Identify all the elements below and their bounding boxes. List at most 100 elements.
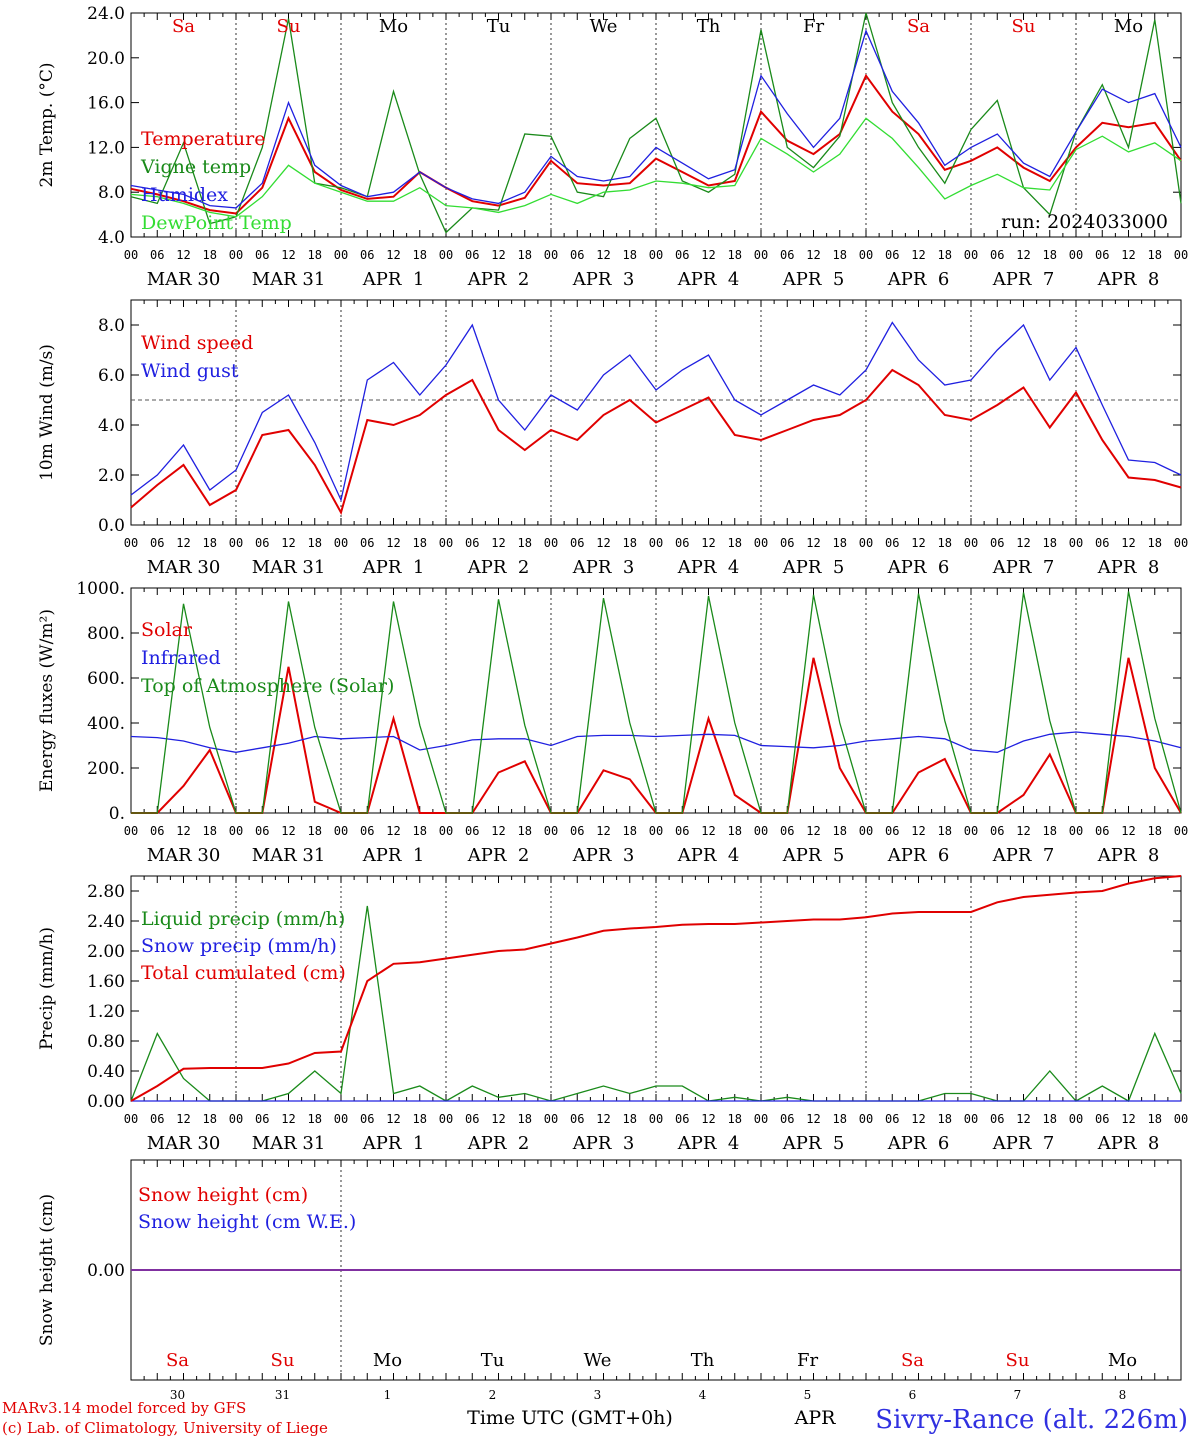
legend-entry: Humidex [141, 184, 228, 206]
weekday-label: Tu [481, 1350, 505, 1371]
date-label: APR 2 [467, 1133, 530, 1154]
hour-tick-label: 18 [308, 248, 322, 262]
hour-tick-label: 18 [413, 248, 427, 262]
weekday-label: Su [277, 16, 301, 37]
hour-tick-label: 00 [124, 248, 138, 262]
hour-tick-label: 12 [1016, 1112, 1030, 1126]
hour-tick-label: 18 [938, 536, 952, 550]
y-tick-label: 1.20 [87, 1002, 125, 1022]
series-line [130, 117, 1182, 218]
hour-tick-label: 06 [675, 248, 689, 262]
hour-tick-label: 00 [1174, 1112, 1188, 1126]
hour-tick-label: 18 [623, 1112, 637, 1126]
hour-tick-label: 12 [1016, 824, 1030, 838]
hour-tick-label: 18 [1043, 536, 1057, 550]
hour-tick-label: 06 [885, 248, 899, 262]
hour-tick-label: 12 [1121, 824, 1135, 838]
series-line [130, 73, 1182, 215]
y-axis-label: Energy fluxes (W/m²) [37, 609, 57, 792]
series-line [130, 368, 1182, 516]
hour-tick-label: 12 [386, 824, 400, 838]
hour-tick-label: 00 [754, 824, 768, 838]
hour-tick-label: 18 [1148, 1112, 1162, 1126]
hour-tick-label: 00 [859, 824, 873, 838]
hour-tick-label: 00 [334, 248, 348, 262]
weekday-label: Fr [803, 16, 824, 37]
hour-tick-label: 12 [701, 536, 715, 550]
hour-tick-label: 18 [1148, 248, 1162, 262]
legend-entry: Solar [141, 619, 193, 641]
hour-tick-label: 00 [124, 1112, 138, 1126]
hour-tick-label: 18 [1148, 824, 1162, 838]
hour-tick-label: 12 [491, 248, 505, 262]
hour-tick-label: 06 [1095, 824, 1109, 838]
legend-entry: Snow height (cm W.E.) [138, 1211, 356, 1233]
hour-tick-label: 06 [780, 248, 794, 262]
hour-tick-label: 00 [334, 536, 348, 550]
date-label: APR 5 [782, 557, 845, 578]
hour-tick-label: 12 [911, 248, 925, 262]
legend-entry: Liquid precip (mm/h) [141, 908, 345, 930]
weekday-label: Fr [797, 1350, 818, 1371]
hour-tick-label: 00 [649, 1112, 663, 1126]
y-tick-label: 1.60 [87, 972, 125, 992]
panel-5: 0.00 Snow height (cm) Snow height (cm) Snow… [37, 1159, 1182, 1381]
legend-entry: Vigne temp [140, 156, 251, 178]
y-tick-label: 8.0 [98, 183, 125, 203]
legend-entry: Snow height (cm) [138, 1184, 308, 1206]
hour-tick-label: 12 [176, 536, 190, 550]
hour-tick-label: 06 [150, 1112, 164, 1126]
hour-tick-label: 18 [623, 536, 637, 550]
y-tick-label: 6.0 [98, 366, 125, 386]
y-tick-label: 800. [87, 624, 125, 644]
hour-tick-label: 12 [1121, 536, 1135, 550]
y-tick-label: 8.0 [98, 316, 125, 336]
hour-tick-label: 00 [229, 824, 243, 838]
series-line [130, 321, 1182, 503]
y-tick-label: 400. [87, 714, 125, 734]
y-tick-label: 600. [87, 669, 125, 689]
hour-tick-label: 18 [203, 1112, 217, 1126]
hour-tick-label: 12 [596, 1112, 610, 1126]
hour-tick-label: 12 [1016, 248, 1030, 262]
hour-tick-label: 12 [386, 1112, 400, 1126]
panel-4: 0.00 0.40 0.80 1.20 1.60 2.00 2.40 2.80 Precip (… [37, 875, 1188, 1154]
hour-tick-label: 06 [465, 248, 479, 262]
hour-tick-label: 12 [806, 536, 820, 550]
hour-tick-label: 06 [990, 1112, 1004, 1126]
hour-tick-label: 00 [229, 248, 243, 262]
y-tick-label: 12.0 [87, 138, 125, 158]
hour-tick-label: 18 [833, 1112, 847, 1126]
hour-tick-label: 00 [439, 824, 453, 838]
hour-tick-label: 06 [570, 536, 584, 550]
hour-tick-label: 06 [360, 536, 374, 550]
hour-tick-label: 00 [439, 1112, 453, 1126]
y-axis-label: Snow height (cm) [37, 1194, 57, 1346]
hour-tick-label: 00 [859, 536, 873, 550]
legend-entry: Wind speed [141, 332, 253, 354]
y-tick-label: 2.80 [87, 882, 125, 902]
hour-tick-label: 12 [281, 824, 295, 838]
hour-tick-label: 00 [754, 536, 768, 550]
y-tick-label: 24.0 [87, 4, 125, 24]
y-tick-label: 2.40 [87, 912, 125, 932]
hour-tick-label: 00 [439, 248, 453, 262]
hour-tick-label: 18 [308, 824, 322, 838]
day-number: 5 [804, 1388, 812, 1402]
hour-tick-label: 00 [964, 536, 978, 550]
y-axis-label: Precip (mm/h) [37, 927, 57, 1050]
y-tick-label: 0. [109, 804, 125, 824]
hour-tick-label: 06 [360, 248, 374, 262]
legend-entry: Total cumulated (cm) [141, 962, 346, 984]
hour-tick-label: 12 [281, 1112, 295, 1126]
weekday-label: Mo [379, 16, 408, 37]
weekday-label: Su [271, 1350, 295, 1371]
hour-tick-label: 00 [964, 248, 978, 262]
hour-tick-label: 00 [859, 248, 873, 262]
hour-tick-label: 06 [570, 248, 584, 262]
date-label: APR 1 [362, 1133, 425, 1154]
hour-tick-label: 12 [911, 536, 925, 550]
legend-entry: Wind gust [141, 360, 239, 382]
date-label: APR 6 [887, 269, 950, 290]
hour-tick-label: 18 [728, 536, 742, 550]
